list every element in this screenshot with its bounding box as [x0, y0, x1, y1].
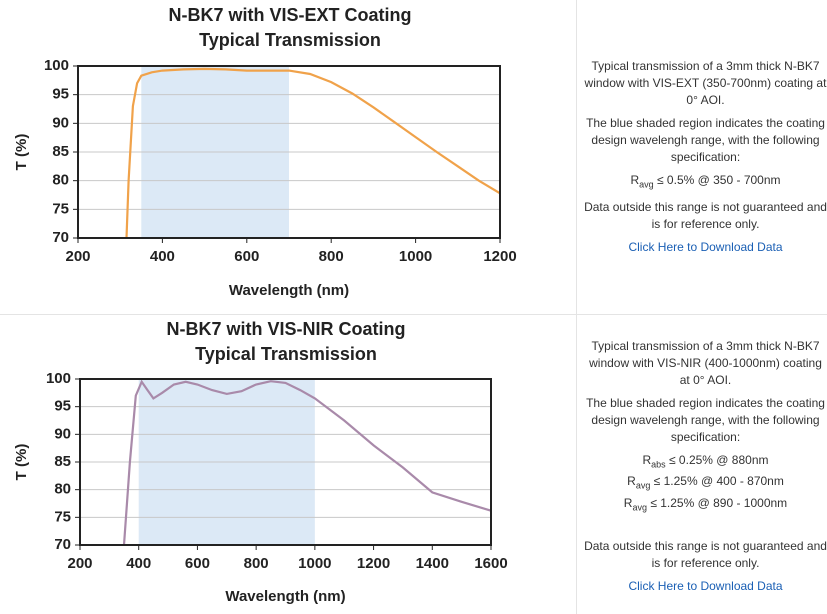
x-tick-label: 400 — [126, 555, 151, 572]
description: Typical transmission of a 3mm thick N-BK… — [584, 59, 827, 107]
y-tick-label: 95 — [52, 86, 69, 103]
spec: Ravg ≤ 1.25% @ 890 - 1000nm — [584, 495, 827, 516]
x-tick-label: 600 — [234, 248, 259, 265]
download-link[interactable]: Click Here to Download Data — [628, 579, 783, 594]
x-tick-label: 200 — [67, 555, 92, 572]
y-tick-label: 70 — [52, 229, 69, 246]
y-tick-label: 85 — [52, 143, 69, 160]
x-tick-label: 800 — [244, 555, 269, 572]
spec-text: ≤ 0.5% @ 350 - 700nm — [657, 173, 781, 187]
spec-symbol: R — [627, 474, 636, 489]
chart-title: N-BK7 with VIS-NIR Coating — [167, 319, 406, 339]
spec-list: Rabs ≤ 0.25% @ 880nm Ravg ≤ 1.25% @ 400 -… — [584, 452, 827, 516]
y-tick-label: 100 — [46, 370, 71, 387]
x-tick-label: 1200 — [357, 555, 390, 572]
spec-text: ≤ 0.25% @ 880nm — [669, 453, 769, 467]
x-tick-label: 1200 — [483, 248, 516, 265]
y-tick-label: 90 — [52, 114, 69, 131]
description: The blue shaded region indicates the coa… — [586, 396, 825, 444]
x-tick-label: 1600 — [474, 555, 507, 572]
y-tick-label: 85 — [54, 453, 71, 470]
y-axis-label: T (%) — [13, 134, 30, 171]
spec-subscript: abs — [651, 459, 666, 470]
x-tick-label: 1400 — [416, 555, 449, 572]
y-tick-label: 80 — [52, 172, 69, 189]
spec-symbol: R — [623, 495, 633, 510]
divider — [576, 0, 577, 614]
x-axis-label: Wavelength (nm) — [229, 282, 349, 299]
x-tick-label: 400 — [150, 248, 175, 265]
x-tick-label: 600 — [185, 555, 210, 572]
spec: Ravg ≤ 0.5% @ 350 - 700nm — [584, 172, 827, 193]
disclaimer: Data outside this range is not guarantee… — [584, 200, 827, 232]
chart-subtitle: Typical Transmission — [195, 344, 377, 364]
curve — [125, 67, 500, 238]
link-row: Click Here to Download Data — [584, 578, 827, 595]
y-tick-label: 80 — [54, 481, 71, 498]
spec-symbol: R — [630, 173, 640, 187]
spec-symbol: R — [642, 453, 652, 467]
info-panel: Typical transmission of a 3mm thick N-BK… — [584, 338, 827, 601]
chart-subtitle: Typical Transmission — [199, 30, 381, 50]
spec-text: ≤ 1.25% @ 400 - 870nm — [653, 474, 784, 489]
disclaimer: Data outside this range is not guarantee… — [584, 539, 827, 571]
plot-frame — [77, 65, 501, 239]
chart-title: N-BK7 with VIS-EXT Coating — [169, 5, 412, 25]
spec: Rabs ≤ 0.25% @ 880nm — [584, 452, 827, 473]
x-tick-label: 1000 — [298, 555, 331, 572]
y-tick-label: 75 — [52, 200, 69, 217]
spec: Ravg ≤ 1.25% @ 400 - 870nm — [584, 473, 827, 494]
download-link[interactable]: Click Here to Download Data — [628, 240, 783, 255]
y-tick-label: 70 — [54, 536, 71, 553]
x-axis-label: Wavelength (nm) — [225, 588, 345, 605]
link-row: Click Here to Download Data — [584, 239, 827, 256]
y-tick-label: 100 — [44, 57, 69, 74]
spec-text: ≤ 1.25% @ 890 - 1000nm — [650, 495, 788, 510]
y-tick-label: 75 — [54, 508, 71, 525]
x-tick-label: 200 — [65, 248, 90, 265]
spec-list: Ravg ≤ 0.5% @ 350 - 700nm — [584, 172, 827, 193]
description: The blue shaded region indicates the coa… — [586, 116, 825, 164]
y-axis-label: T (%) — [13, 444, 30, 481]
x-tick-label: 1000 — [399, 248, 432, 265]
y-tick-label: 90 — [54, 425, 71, 442]
info-panel: Typical transmission of a 3mm thick N-BK… — [584, 58, 827, 262]
plot-frame — [79, 378, 492, 546]
charts: 70 75 80 85 90 95 100 200 400 600 800 1000 1200 N-BK7… — [13, 5, 517, 605]
spec-subscript: avg — [632, 502, 647, 513]
description: Typical transmission of a 3mm thick N-BK… — [589, 339, 822, 387]
x-tick-label: 800 — [319, 248, 344, 265]
divider — [0, 314, 827, 315]
curve — [122, 379, 491, 545]
spec-subscript: avg — [635, 480, 651, 491]
spec-subscript: avg — [639, 179, 654, 190]
y-tick-label: 95 — [54, 398, 71, 415]
